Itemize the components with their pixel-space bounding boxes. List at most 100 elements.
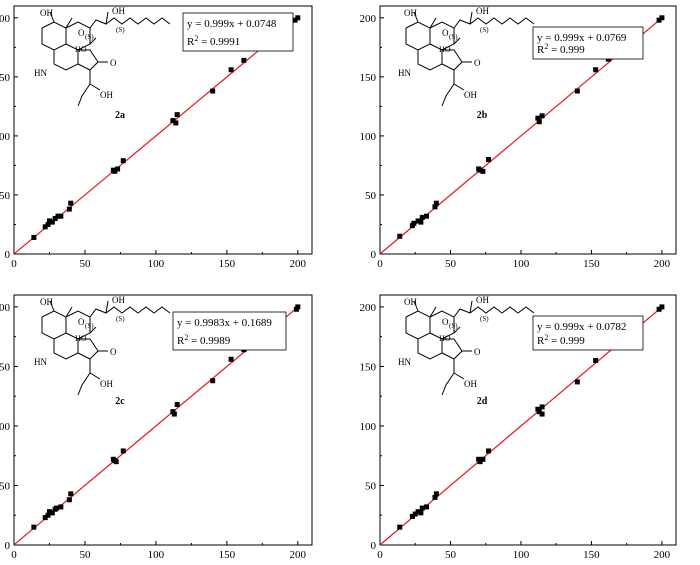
data-point (418, 219, 424, 225)
y-tick-label: 150 (0, 72, 11, 84)
plot-frame (379, 294, 677, 546)
chart-panel-2a: 0 50 100 150 200 0 50 100 150 200 y = 0.999x + 0.0… (0, 5, 313, 270)
data-point (54, 505, 60, 511)
chart-panel-2c: 0 50 100 150 200 0 50 100 150 200 y = 0.9983x + 0.… (0, 294, 313, 561)
y-tick-label: 200 (360, 13, 377, 25)
data-point (397, 233, 403, 239)
data-point (173, 120, 179, 126)
structure-atom-label: HO (439, 45, 451, 54)
data-point (170, 118, 176, 124)
structure-atom-label: (S) (449, 33, 458, 41)
y-tick-label: 150 (360, 72, 377, 84)
y-tick-label: 100 (0, 131, 11, 143)
structure-atom-label: HO (75, 334, 87, 343)
structure-bond (453, 70, 465, 91)
data-point (412, 511, 418, 517)
r-squared-symbol: R (537, 44, 545, 56)
x-tick-label: 100 (513, 549, 530, 560)
structure-atom-label: OH (404, 297, 417, 307)
y-tick-label: 50 (0, 190, 11, 202)
structure-bond (429, 21, 455, 51)
r-squared-value: = 0.999 (548, 44, 585, 56)
data-point (539, 113, 545, 119)
structure-bond (429, 310, 455, 340)
structure-bond (89, 37, 97, 45)
structure-atom-label: (S) (85, 322, 94, 330)
equation-box (182, 12, 294, 52)
structure-atom-label: (S) (449, 322, 458, 330)
structure-bond (89, 306, 171, 318)
structure-atom-label: (S) (116, 26, 125, 34)
data-point (486, 157, 492, 163)
chart-panel-2d: 0 50 100 150 200 0 50 100 150 200 y = 0.999x + 0.0… (360, 294, 677, 561)
x-tick-label: 200 (290, 549, 307, 560)
x-tick-label: 50 (445, 258, 457, 270)
data-point (228, 356, 234, 362)
structure-atom-label: HN (398, 68, 411, 78)
structure-bond (429, 17, 437, 29)
structure-atom-label: OH (476, 295, 489, 305)
structure-atom-label: (S) (480, 26, 489, 34)
data-point (66, 206, 72, 212)
y-tick-label: 0 (5, 249, 11, 261)
structure-bond (65, 310, 91, 340)
structure-bond (53, 339, 79, 360)
y-tick-label: 50 (0, 480, 11, 492)
data-point (486, 448, 492, 454)
structure-bond (105, 300, 109, 314)
r-squared-text: R2 = 0.999 (537, 42, 585, 56)
y-tick-label: 50 (365, 190, 377, 202)
data-point (68, 200, 74, 206)
r-squared-superscript: 2 (184, 333, 188, 342)
data-point (171, 411, 177, 417)
structure-bond (89, 70, 101, 91)
structure-atom-label: OH (100, 379, 113, 389)
compound-label: 2d (477, 396, 488, 407)
data-point (210, 378, 216, 384)
structure-bond (41, 310, 67, 340)
structure-atom-label: O (474, 347, 481, 357)
x-tick-label: 50 (79, 258, 91, 270)
data-point (174, 112, 180, 118)
r-squared-value: = 0.9989 (188, 335, 230, 347)
structure-bond (453, 359, 465, 380)
structure-atom-label: OH (40, 8, 53, 18)
data-point (46, 218, 52, 224)
structure-bond (77, 83, 91, 107)
x-tick-label: 150 (583, 549, 600, 560)
data-point (174, 402, 180, 408)
y-tick-label: 100 (0, 421, 11, 433)
data-point (539, 411, 545, 417)
data-point (45, 221, 51, 227)
structure-bond (453, 306, 535, 318)
x-tick-label: 100 (513, 258, 530, 270)
data-point (409, 513, 415, 519)
structure-bond (105, 11, 109, 25)
data-point (656, 17, 662, 23)
x-tick-label: 100 (148, 549, 165, 560)
data-point (42, 224, 48, 230)
y-tick-label: 0 (371, 249, 377, 261)
compound-label: 2c (115, 396, 125, 407)
data-point (574, 88, 580, 94)
data-point (656, 306, 662, 312)
x-tick-label: 200 (290, 258, 307, 270)
data-point (295, 15, 301, 21)
structure-atom-label: HN (34, 357, 47, 367)
x-tick-label: 150 (583, 258, 600, 270)
equation-text: y = 0.999x + 0.0748 (187, 18, 277, 30)
y-tick-label: 50 (365, 480, 377, 492)
structure-bond (77, 372, 91, 396)
data-point (46, 509, 52, 515)
data-point (536, 409, 542, 415)
r-squared-value: = 0.9991 (198, 36, 240, 48)
structure-atom-label: (S) (85, 33, 94, 41)
data-point (593, 357, 599, 363)
structure-atom-label: OH (464, 90, 477, 100)
structure-bond (41, 21, 67, 51)
y-tick-label: 200 (360, 302, 377, 314)
r-squared-symbol: R (537, 335, 545, 347)
